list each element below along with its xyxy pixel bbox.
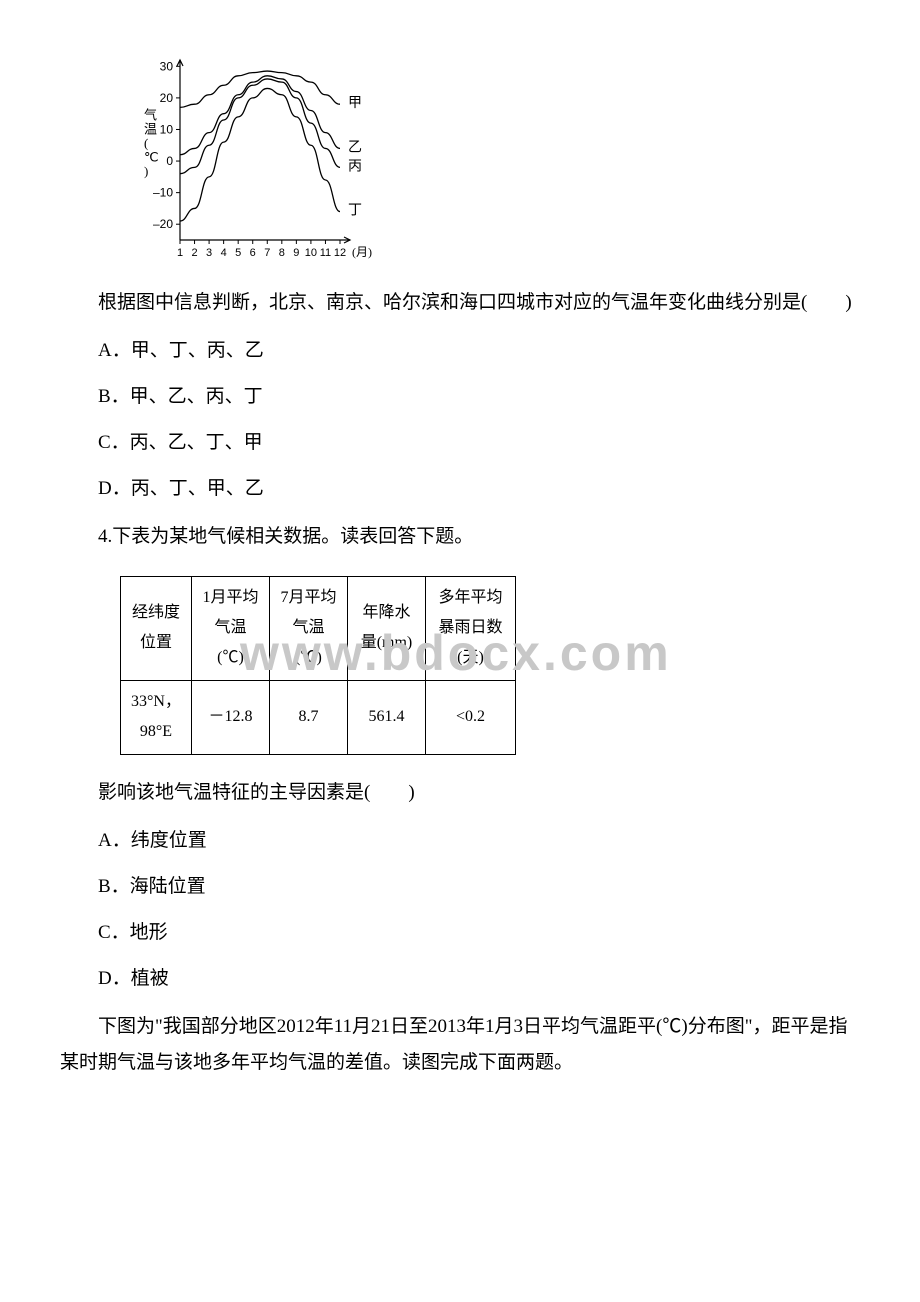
svg-text:3: 3: [206, 247, 212, 259]
q4-option-d: D．植被: [98, 961, 860, 997]
td-precip: 561.4: [347, 680, 425, 754]
th-storm-days: 多年平均暴雨日数(天): [425, 576, 515, 680]
svg-text:11: 11: [320, 247, 331, 259]
th-location: 经纬度位置: [121, 576, 192, 680]
line-chart-svg: –20–100102030气温(℃)123456789101112(月)甲乙丙丁: [120, 50, 380, 270]
q3-option-d: D．丙、丁、甲、乙: [98, 471, 860, 507]
climate-data-table: 经纬度位置 1月平均气温(℃) 7月平均气温(℃) 年降水量(mm) 多年平均暴…: [120, 576, 516, 755]
svg-text:8: 8: [279, 247, 285, 259]
svg-text:9: 9: [293, 247, 299, 259]
th-jul-temp: 7月平均气温(℃): [269, 576, 347, 680]
table-data-row: 33°N，98°E －12.8 8.7 561.4 <0.2: [121, 680, 516, 754]
q3-prompt: 根据图中信息判断，北京、南京、哈尔滨和海口四城市对应的气温年变化曲线分别是( ): [60, 285, 860, 321]
svg-text:4: 4: [221, 247, 227, 259]
svg-text:30: 30: [160, 59, 174, 73]
svg-text:): ): [144, 163, 148, 178]
svg-text:–20: –20: [153, 217, 173, 231]
svg-text:丙: 丙: [348, 159, 362, 174]
svg-text:0: 0: [166, 154, 173, 168]
td-location: 33°N，98°E: [121, 680, 192, 754]
svg-text:气: 气: [144, 107, 157, 122]
q4-prompt: 影响该地气温特征的主导因素是( ): [60, 775, 860, 811]
td-storm-days: <0.2: [425, 680, 515, 754]
svg-text:℃: ℃: [144, 149, 159, 164]
svg-text:10: 10: [160, 122, 174, 136]
q3-option-b: B．甲、乙、丙、丁: [98, 379, 860, 415]
svg-text:(: (: [144, 135, 148, 150]
q4-option-c: C．地形: [98, 915, 860, 951]
svg-text:(月): (月): [352, 245, 372, 259]
q3-option-c: C．丙、乙、丁、甲: [98, 425, 860, 461]
q4-intro: 4.下表为某地气候相关数据。读表回答下题。: [60, 519, 860, 555]
svg-text:–10: –10: [153, 186, 173, 200]
climate-data-table-container: www.bdocx.com 经纬度位置 1月平均气温(℃) 7月平均气温(℃) …: [120, 576, 860, 755]
svg-text:7: 7: [264, 247, 270, 259]
td-jan-temp: －12.8: [191, 680, 269, 754]
svg-text:10: 10: [305, 247, 317, 259]
th-precip: 年降水量(mm): [347, 576, 425, 680]
q5-intro: 下图为"我国部分地区2012年11月21日至2013年1月3日平均气温距平(℃)…: [60, 1009, 860, 1081]
table-header-row: 经纬度位置 1月平均气温(℃) 7月平均气温(℃) 年降水量(mm) 多年平均暴…: [121, 576, 516, 680]
td-jul-temp: 8.7: [269, 680, 347, 754]
q4-option-b: B．海陆位置: [98, 869, 860, 905]
svg-text:12: 12: [334, 247, 346, 259]
q3-option-a: A．甲、丁、丙、乙: [98, 333, 860, 369]
th-jan-temp: 1月平均气温(℃): [191, 576, 269, 680]
svg-text:甲: 甲: [348, 96, 362, 111]
temperature-chart: –20–100102030气温(℃)123456789101112(月)甲乙丙丁: [120, 50, 860, 270]
q4-option-a: A．纬度位置: [98, 823, 860, 859]
svg-text:6: 6: [250, 247, 256, 259]
svg-text:温: 温: [144, 121, 157, 136]
svg-text:5: 5: [235, 247, 241, 259]
svg-text:丁: 丁: [348, 204, 362, 219]
svg-text:1: 1: [177, 247, 183, 259]
svg-text:20: 20: [160, 91, 174, 105]
svg-text:乙: 乙: [348, 139, 362, 155]
svg-text:2: 2: [191, 247, 197, 259]
